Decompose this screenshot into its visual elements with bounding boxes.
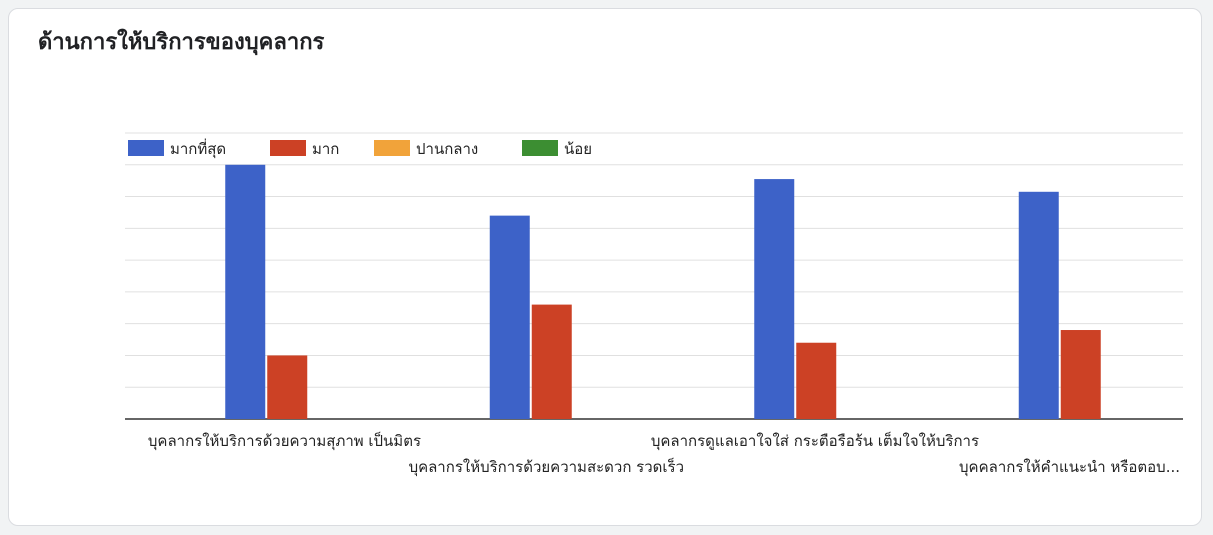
bar-high-1[interactable] [267,355,308,419]
chart-card [8,8,1202,526]
category-labels: บุคลากรให้บริการด้วยความสุภาพ เป็นมิตรบุ… [148,431,1180,477]
gridlines [125,132,1183,420]
category-label-4: บุคคลากรให้คำแนะนำ หรือตอบ... [959,458,1180,477]
category-label-3: บุคลากรดูแลเอาใจใส่ กระตือรือร้น เต็มใจใ… [651,431,979,451]
category-label-2: บุคลากรให้บริการด้วยความสะดวก รวดเร็ว [409,457,684,477]
chart-title: ด้านการให้บริการของบุคลากร [38,30,325,55]
bar-most-3[interactable] [754,179,795,419]
bar-high-4[interactable] [1060,330,1101,419]
legend-label-1: มากที่สุด [170,138,226,159]
legend-swatch-2 [270,140,306,156]
bars [225,164,1101,419]
bar-most-2[interactable] [489,215,530,419]
bar-most-4[interactable] [1018,191,1059,419]
category-label-1: บุคลากรให้บริการด้วยความสุภาพ เป็นมิตร [148,431,421,451]
legend-label-2: มาก [312,140,339,158]
legend-label-3: ปานกลาง [416,140,478,158]
bar-high-3[interactable] [796,342,837,419]
bar-most-1[interactable] [225,164,266,419]
legend-label-4: น้อย [564,140,592,158]
legend: มากที่สุด มาก ปานกลาง น้อย [128,138,592,159]
bar-high-2[interactable] [531,304,572,419]
legend-swatch-3 [374,140,410,156]
legend-swatch-4 [522,140,558,156]
legend-swatch-1 [128,140,164,156]
